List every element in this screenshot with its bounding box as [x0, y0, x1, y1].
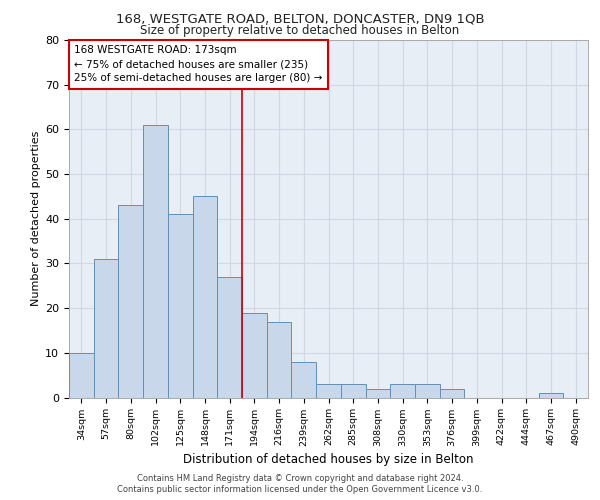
Bar: [341, 384, 365, 398]
Bar: [440, 388, 464, 398]
Bar: [390, 384, 415, 398]
Text: Size of property relative to detached houses in Belton: Size of property relative to detached ho…: [140, 24, 460, 37]
Bar: [168, 214, 193, 398]
Text: 168 WESTGATE ROAD: 173sqm
← 75% of detached houses are smaller (235)
25% of semi: 168 WESTGATE ROAD: 173sqm ← 75% of detac…: [74, 46, 323, 84]
Bar: [69, 353, 94, 398]
Bar: [415, 384, 440, 398]
Bar: [94, 259, 118, 398]
Bar: [143, 125, 168, 398]
X-axis label: Distribution of detached houses by size in Belton: Distribution of detached houses by size …: [183, 452, 474, 466]
Text: 168, WESTGATE ROAD, BELTON, DONCASTER, DN9 1QB: 168, WESTGATE ROAD, BELTON, DONCASTER, D…: [116, 12, 484, 26]
Bar: [365, 388, 390, 398]
Bar: [118, 206, 143, 398]
Bar: [242, 312, 267, 398]
Bar: [292, 362, 316, 398]
Text: Contains HM Land Registry data © Crown copyright and database right 2024.
Contai: Contains HM Land Registry data © Crown c…: [118, 474, 482, 494]
Bar: [217, 277, 242, 398]
Bar: [539, 393, 563, 398]
Bar: [267, 322, 292, 398]
Bar: [316, 384, 341, 398]
Bar: [193, 196, 217, 398]
Y-axis label: Number of detached properties: Number of detached properties: [31, 131, 41, 306]
